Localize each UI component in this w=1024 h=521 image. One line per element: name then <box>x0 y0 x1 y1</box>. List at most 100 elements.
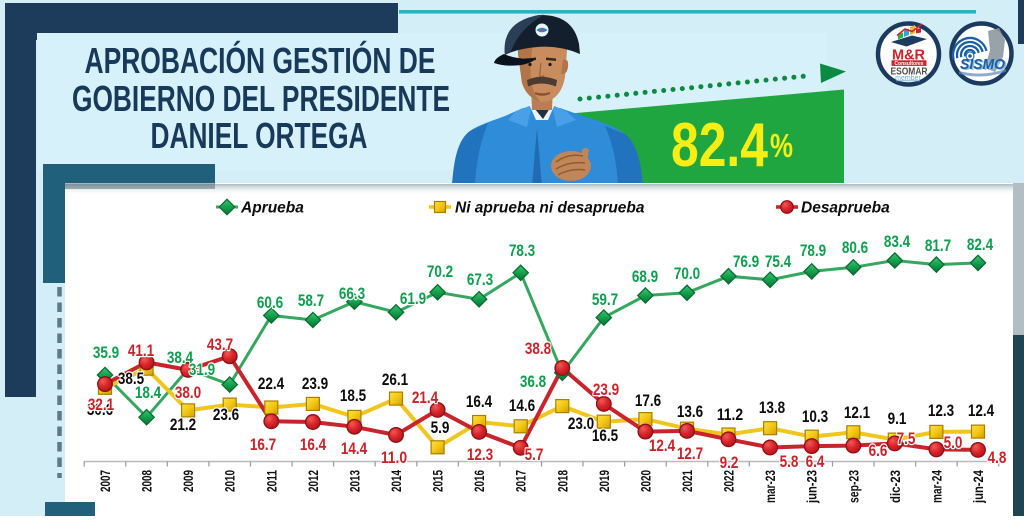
svg-text:16.7: 16.7 <box>250 435 276 454</box>
svg-text:Consultores: Consultores <box>894 61 923 67</box>
svg-text:2020: 2020 <box>637 470 653 492</box>
svg-text:2021: 2021 <box>679 470 695 492</box>
svg-text:38.0: 38.0 <box>175 383 201 402</box>
svg-text:38.8: 38.8 <box>525 339 551 358</box>
svg-text:jun-24: jun-24 <box>970 470 986 504</box>
svg-text:SISMO: SISMO <box>962 57 1007 74</box>
svg-text:GOBIERNO DEL PRESIDENTE: GOBIERNO DEL PRESIDENTE <box>72 78 450 119</box>
svg-text:23.6: 23.6 <box>213 405 239 424</box>
svg-text:2013: 2013 <box>346 470 362 492</box>
svg-text:61.9: 61.9 <box>400 289 426 308</box>
svg-text:2016: 2016 <box>471 470 487 492</box>
svg-text:18.4: 18.4 <box>135 383 162 402</box>
svg-text:81.7: 81.7 <box>925 236 951 255</box>
svg-text:12.4: 12.4 <box>968 401 995 420</box>
svg-text:2019: 2019 <box>596 470 612 492</box>
svg-text:Aprueba: Aprueba <box>240 200 304 217</box>
svg-text:sep-23: sep-23 <box>845 470 861 503</box>
svg-text:76.9: 76.9 <box>733 252 759 271</box>
svg-text:2010: 2010 <box>222 470 238 492</box>
svg-text:5.7: 5.7 <box>525 445 544 464</box>
svg-text:5.9: 5.9 <box>431 418 450 437</box>
svg-text:2007: 2007 <box>97 470 113 492</box>
svg-text:21.2: 21.2 <box>170 415 196 434</box>
svg-text:23.0: 23.0 <box>568 414 594 433</box>
svg-text:16.4: 16.4 <box>300 435 327 454</box>
svg-text:Desaprueba: Desaprueba <box>801 200 890 217</box>
svg-text:22.4: 22.4 <box>258 374 285 393</box>
svg-text:67.3: 67.3 <box>467 270 493 289</box>
svg-text:mar-23: mar-23 <box>762 470 778 503</box>
svg-text:6.4: 6.4 <box>806 452 825 471</box>
svg-text:2017: 2017 <box>513 470 529 492</box>
svg-text:80.6: 80.6 <box>842 238 868 257</box>
svg-text:31.9: 31.9 <box>189 360 215 379</box>
svg-text:78.3: 78.3 <box>509 241 535 260</box>
svg-text:mar-24: mar-24 <box>928 470 944 503</box>
svg-text:43.7: 43.7 <box>207 335 233 354</box>
svg-text:14.4: 14.4 <box>341 439 368 458</box>
svg-text:APROBACIÓN GESTIÓN DE: APROBACIÓN GESTIÓN DE <box>85 39 436 81</box>
svg-text:75.4: 75.4 <box>765 252 792 271</box>
svg-text:82.4: 82.4 <box>671 111 768 180</box>
svg-text:2012: 2012 <box>305 470 321 492</box>
svg-text:83.4: 83.4 <box>884 232 911 251</box>
svg-text:2011: 2011 <box>263 470 279 492</box>
svg-text:%: % <box>770 127 793 164</box>
svg-text:2018: 2018 <box>554 470 570 492</box>
svg-text:ESOMAR: ESOMAR <box>891 66 928 78</box>
svg-text:Ni aprueba ni desaprueba: Ni aprueba ni desaprueba <box>455 200 645 217</box>
svg-text:66.3: 66.3 <box>339 284 365 303</box>
svg-text:SISMO: SISMO <box>960 56 1005 73</box>
svg-text:4.8: 4.8 <box>988 448 1007 467</box>
svg-text:23.9: 23.9 <box>593 380 619 399</box>
svg-text:82.4: 82.4 <box>967 235 994 254</box>
svg-text:11.0: 11.0 <box>381 448 407 467</box>
svg-text:12.3: 12.3 <box>928 401 954 420</box>
svg-text:12.3: 12.3 <box>467 445 493 464</box>
svg-text:78.9: 78.9 <box>800 241 826 260</box>
svg-text:M&R: M&R <box>892 48 926 64</box>
svg-text:2015: 2015 <box>430 470 446 492</box>
svg-text:12.1: 12.1 <box>844 403 870 422</box>
svg-text:13.8: 13.8 <box>759 398 785 417</box>
svg-text:38.4: 38.4 <box>167 348 194 367</box>
svg-text:11.2: 11.2 <box>717 405 743 424</box>
svg-text:2022: 2022 <box>721 470 737 492</box>
svg-text:60.6: 60.6 <box>257 293 283 312</box>
svg-text:18.5: 18.5 <box>340 386 366 405</box>
svg-text:21.4: 21.4 <box>412 388 439 407</box>
svg-text:DANIEL ORTEGA: DANIEL ORTEGA <box>151 115 368 156</box>
svg-text:5.0: 5.0 <box>944 433 963 452</box>
svg-text:dic-23: dic-23 <box>887 470 903 503</box>
svg-text:17.6: 17.6 <box>635 391 661 410</box>
svg-text:5.8: 5.8 <box>780 452 799 471</box>
svg-text:12.4: 12.4 <box>649 436 676 455</box>
svg-text:32.1: 32.1 <box>88 395 114 414</box>
svg-text:7.5: 7.5 <box>897 429 916 448</box>
svg-text:14.6: 14.6 <box>509 396 535 415</box>
svg-text:16.5: 16.5 <box>592 426 618 445</box>
svg-text:58.7: 58.7 <box>298 291 324 310</box>
svg-text:68.9: 68.9 <box>632 267 658 286</box>
svg-text:jun-23: jun-23 <box>804 470 820 504</box>
svg-text:70.0: 70.0 <box>674 264 700 283</box>
svg-text:36.8: 36.8 <box>520 372 546 391</box>
svg-text:9.2: 9.2 <box>720 453 739 472</box>
svg-text:70.2: 70.2 <box>427 262 453 281</box>
svg-text:35.9: 35.9 <box>93 343 119 362</box>
svg-text:41.1: 41.1 <box>128 341 154 360</box>
svg-text:member: member <box>895 75 921 82</box>
svg-text:30.6: 30.6 <box>87 400 113 419</box>
svg-text:2009: 2009 <box>180 470 196 492</box>
svg-text:26.1: 26.1 <box>382 370 408 389</box>
svg-text:9.1: 9.1 <box>888 409 907 428</box>
svg-text:12.7: 12.7 <box>677 444 703 463</box>
svg-text:2008: 2008 <box>139 470 155 492</box>
svg-text:13.6: 13.6 <box>677 402 703 421</box>
svg-text:59.7: 59.7 <box>592 290 618 309</box>
svg-text:10.3: 10.3 <box>802 407 828 426</box>
svg-text:2014: 2014 <box>388 470 404 492</box>
svg-text:6.6: 6.6 <box>869 441 888 460</box>
svg-text:23.9: 23.9 <box>302 374 328 393</box>
